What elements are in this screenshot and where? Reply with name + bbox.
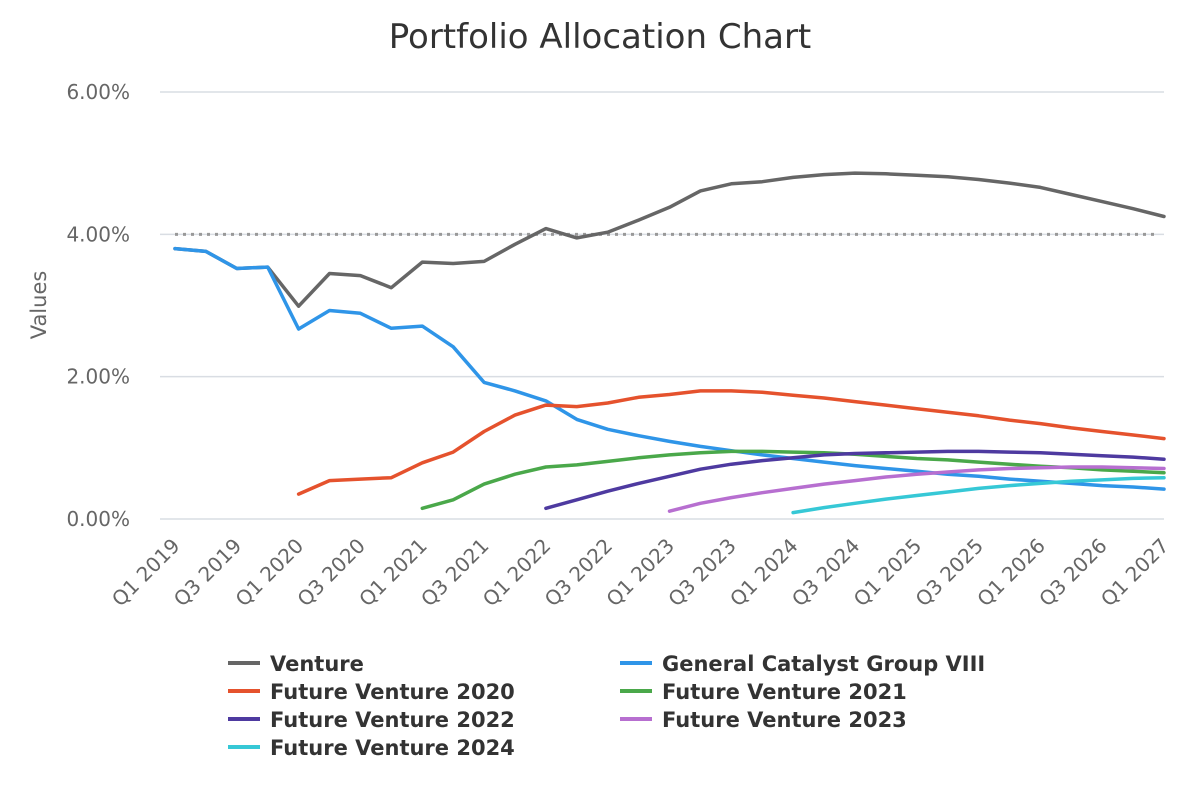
legend-item-future-venture-2023[interactable]: Future Venture 2023 xyxy=(662,708,907,732)
y-tick-label: 4.00% xyxy=(66,222,130,246)
legend-item-future-venture-2022[interactable]: Future Venture 2022 xyxy=(270,708,515,732)
series-line-future-venture-2022 xyxy=(544,449,1166,511)
series-line-general-catalyst-group-viii xyxy=(173,246,1166,491)
x-tick-label: Q1 2027 xyxy=(1096,534,1174,612)
chart-title: Portfolio Allocation Chart xyxy=(389,17,812,57)
series-line-future-venture-2023 xyxy=(667,465,1166,513)
legend-item-general-catalyst-group-viii[interactable]: General Catalyst Group VIII xyxy=(662,652,985,676)
y-tick-label: 6.00% xyxy=(66,80,130,104)
series-lines xyxy=(173,171,1166,515)
series-line-future-venture-2024 xyxy=(791,475,1166,515)
y-tick-label: 0.00% xyxy=(66,507,130,531)
series-line-venture xyxy=(173,171,1166,308)
legend-item-future-venture-2020[interactable]: Future Venture 2020 xyxy=(270,680,515,704)
legend: Venture General Catalyst Group VIII Future… xyxy=(228,652,985,760)
legend-item-venture[interactable]: Venture xyxy=(270,652,364,676)
y-tick-label: 2.00% xyxy=(66,365,130,389)
y-axis-ticks: 0.00% 2.00% 4.00% 6.00% xyxy=(66,80,130,531)
legend-item-future-venture-2021[interactable]: Future Venture 2021 xyxy=(662,680,907,704)
y-axis-label: Values xyxy=(27,271,51,340)
series-line-future-venture-2020 xyxy=(296,389,1166,496)
legend-item-future-venture-2024[interactable]: Future Venture 2024 xyxy=(270,736,515,760)
